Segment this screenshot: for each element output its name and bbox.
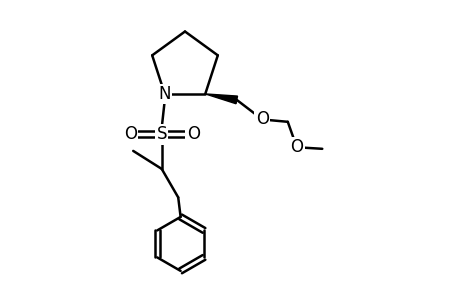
Text: S: S [156, 125, 167, 143]
Polygon shape [205, 94, 237, 104]
Text: O: O [123, 125, 136, 143]
Text: O: O [186, 125, 199, 143]
Text: O: O [290, 138, 302, 156]
Text: N: N [158, 85, 171, 103]
Text: O: O [255, 110, 268, 128]
